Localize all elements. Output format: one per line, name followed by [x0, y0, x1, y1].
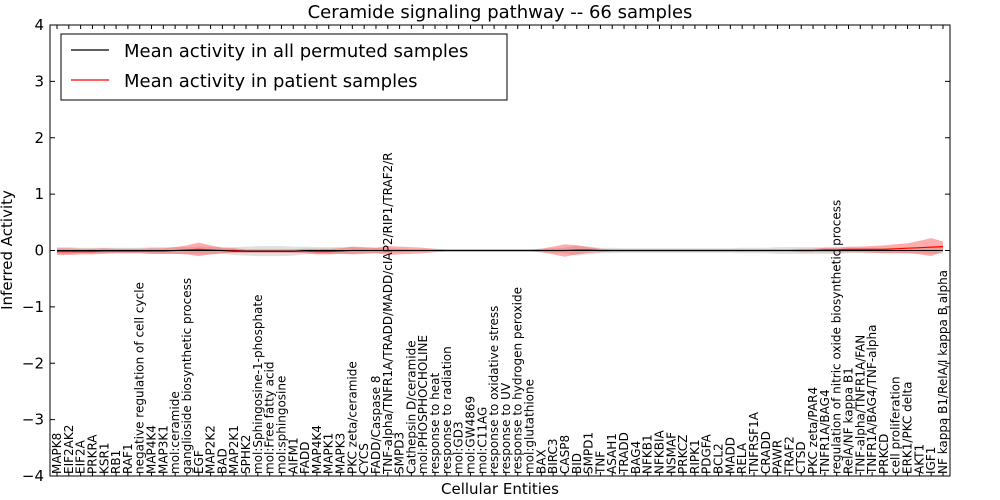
x-tick-label: RB1	[109, 450, 123, 474]
x-tick-label: BAG4	[629, 441, 643, 474]
x-tick-label: Cathepsin D/ceramide	[404, 340, 418, 474]
y-tick-label: 4	[34, 16, 44, 34]
x-tick-label: CRADD	[759, 431, 773, 474]
x-tick-label: response to heat	[428, 372, 442, 474]
confidence-band-patient	[57, 238, 943, 257]
x-tick-label: mol:Sphingosine-1-phosphate	[251, 295, 265, 475]
x-tick-label: FADD	[298, 442, 312, 475]
x-tick-label: EIF2AK2	[62, 425, 76, 474]
x-tick-label: TNF-alpha/TNFR1A/TRADD/MADD/cIAP2/RIP1/T…	[381, 152, 395, 475]
x-tick-label: PAWR	[771, 440, 785, 474]
x-tick-label: CTSD	[794, 441, 808, 474]
x-tick-label: BAX	[534, 449, 548, 474]
x-tick-label: TNFRSF1A	[747, 411, 761, 475]
x-tick-label: regulation of nitric oxide biosynthetic …	[830, 200, 844, 474]
x-tick-label: mol:sphingosine	[275, 376, 289, 474]
x-tick-label: mol:GD3	[452, 421, 466, 474]
x-tick-label: MAP3K1	[156, 425, 170, 474]
x-tick-label: MAPK8	[50, 433, 64, 474]
x-tick-label: BIRC3	[546, 438, 560, 474]
x-tick-label: TNFR1A/BAG4	[818, 389, 832, 475]
x-tick-label: mol:glutathione	[523, 379, 537, 474]
x-tick-label: TRADD	[617, 432, 631, 475]
x-tick-label: SMPD3	[393, 432, 407, 474]
x-tick-label: RelA/NF kappa B1	[842, 367, 856, 474]
x-tick-label: MAP2K2	[204, 425, 218, 474]
x-tick-label: mol:ceramide	[168, 391, 182, 474]
x-tick-label: ERK1/PKC delta	[901, 381, 915, 474]
x-tick-label: NF kappa B1/RelA/I kappa B alpha	[936, 270, 950, 474]
y-tick-label: −2	[22, 354, 44, 372]
x-tick-label: SPHK2	[239, 435, 253, 474]
x-tick-label: TRAF2	[782, 436, 796, 475]
x-tick-label: FADD/Caspase 8	[369, 375, 383, 474]
x-tick-label: IGF1	[924, 447, 938, 474]
x-tick-label: SMPD1	[582, 432, 596, 474]
series-lines	[57, 246, 944, 253]
y-tick-label: 2	[34, 129, 44, 147]
x-tick-label: AKT1	[912, 444, 926, 474]
x-tick-label: NSMAF	[664, 432, 678, 474]
x-tick-label: mol:GW4869	[464, 396, 478, 474]
y-axis-label: Inferred Activity	[0, 190, 16, 310]
x-tick-label: KSR1	[97, 443, 111, 474]
x-tick-label: ganglioside biosynthetic process	[180, 278, 194, 474]
x-tick-label: BAD	[215, 448, 229, 474]
x-axis-label: Cellular Entities	[441, 480, 559, 498]
x-tick-label: AIFM1	[286, 437, 300, 474]
chart-title: Ceramide signaling pathway -- 66 samples	[308, 2, 693, 23]
x-tick-label: EGF	[192, 450, 206, 474]
x-tick-label: TNF	[593, 451, 607, 475]
x-tick-label: MAPK1	[322, 433, 336, 474]
x-tick-label: CASP8	[558, 435, 572, 474]
legend-label-patient: Mean activity in patient samples	[124, 71, 418, 92]
x-tick-label: ASAH1	[605, 433, 619, 474]
x-tick-label: RAF1	[121, 443, 135, 474]
x-tick-label: mol:Free fatty acid	[263, 362, 277, 475]
x-tick-label: CYCS	[357, 443, 371, 474]
x-tick-label: mol:C11AG	[475, 407, 489, 474]
y-tick-label: 3	[34, 72, 44, 90]
x-tick-label: PRKCD	[877, 434, 891, 474]
x-tick-label: MADD	[723, 437, 737, 474]
x-tick-label: response to UV	[499, 382, 513, 474]
x-tick-label: MAPK3	[334, 433, 348, 474]
x-tick-label: BID	[570, 453, 584, 474]
x-tick-label: response to radiation	[440, 346, 454, 474]
y-axis-ticks: −4 −3 −2 −1 0 1 2 3 4	[22, 16, 950, 485]
x-tick-label: MAP4K4	[310, 425, 324, 474]
x-tick-label: MAP2K1	[227, 425, 241, 474]
x-tick-label: TNFR1A/BAG4/TNF-alpha	[865, 325, 879, 475]
x-tick-label: TNF-alpha/TNFR1A/FAN	[853, 335, 867, 475]
x-tick-label: RIPK1	[688, 439, 702, 474]
x-tick-label: RELA	[735, 442, 749, 474]
x-tick-label: PKC zeta/ceramide	[345, 361, 359, 474]
y-tick-label: 0	[34, 242, 44, 260]
y-tick-label: −4	[22, 467, 44, 485]
x-tick-label: PRKRA	[85, 434, 99, 474]
x-tick-label: NFKB1	[641, 434, 655, 474]
legend: Mean activity in all permuted samples Me…	[60, 33, 508, 101]
series-line-permuted	[57, 250, 943, 252]
x-tick-label: BCL2	[712, 443, 726, 474]
legend-label-permuted: Mean activity in all permuted samples	[124, 41, 468, 62]
x-tick-label: PDGFA	[700, 433, 714, 474]
legend-box	[60, 33, 508, 101]
y-tick-label: −3	[22, 411, 44, 429]
x-tick-label: MAP4K4	[145, 425, 159, 474]
x-tick-label: PRKCZ	[676, 435, 690, 474]
x-tick-label: NFKBIA	[653, 429, 667, 474]
x-tick-label: mol:PHOSPHOCHOLINE	[416, 335, 430, 474]
x-tick-label: cell proliferation	[889, 376, 903, 474]
x-tick-label: response to oxidative stress	[487, 306, 501, 474]
x-tick-label: response to hydrogen peroxide	[511, 287, 525, 474]
x-tick-label: EIF2A	[74, 439, 88, 474]
x-tick-label: PKC zeta/PAR4	[806, 387, 820, 474]
x-axis-ticks: MAPK8EIF2AK2EIF2APRKRAKSR1RB1RAF1negativ…	[50, 25, 950, 476]
x-tick-label: negative regulation of cell cycle	[133, 282, 147, 474]
y-tick-label: 1	[34, 185, 44, 203]
y-tick-label: −1	[22, 298, 44, 316]
